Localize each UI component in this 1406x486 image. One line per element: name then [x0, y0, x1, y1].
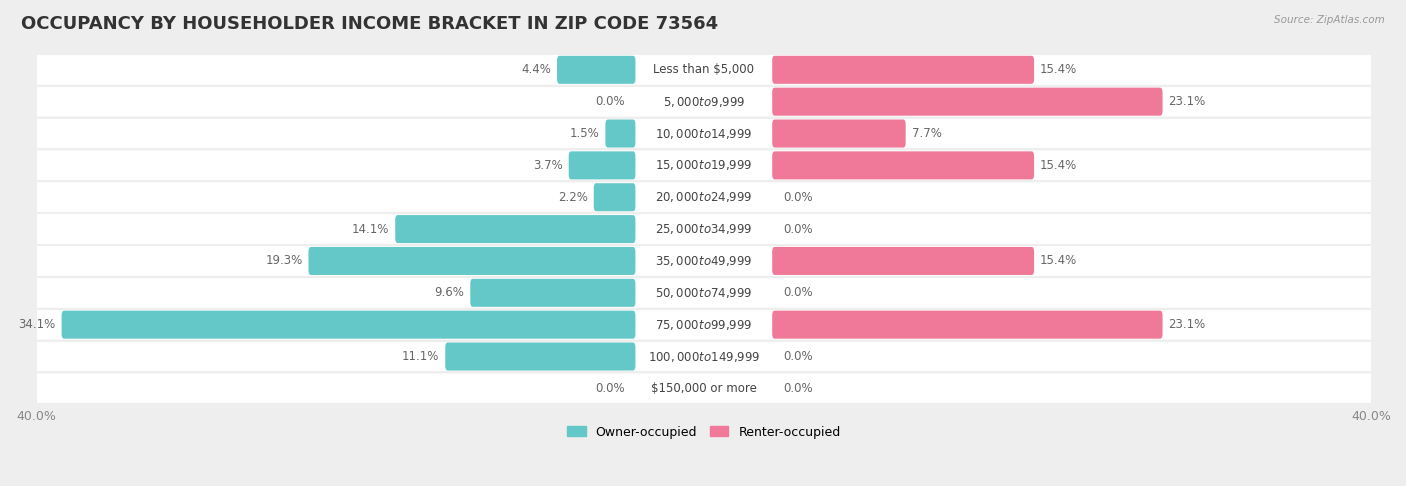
- Text: 4.4%: 4.4%: [522, 63, 551, 76]
- FancyBboxPatch shape: [37, 214, 1371, 244]
- FancyBboxPatch shape: [446, 343, 636, 370]
- FancyBboxPatch shape: [62, 311, 636, 339]
- FancyBboxPatch shape: [606, 120, 636, 148]
- Text: 0.0%: 0.0%: [783, 191, 813, 204]
- FancyBboxPatch shape: [593, 183, 636, 211]
- FancyBboxPatch shape: [470, 279, 636, 307]
- FancyBboxPatch shape: [37, 182, 1371, 212]
- FancyBboxPatch shape: [568, 151, 636, 179]
- Text: $5,000 to $9,999: $5,000 to $9,999: [662, 95, 745, 109]
- FancyBboxPatch shape: [772, 120, 905, 148]
- Text: $75,000 to $99,999: $75,000 to $99,999: [655, 318, 752, 331]
- Text: Less than $5,000: Less than $5,000: [654, 63, 755, 76]
- Text: $15,000 to $19,999: $15,000 to $19,999: [655, 158, 752, 173]
- Text: 1.5%: 1.5%: [569, 127, 599, 140]
- Text: 14.1%: 14.1%: [352, 223, 389, 236]
- FancyBboxPatch shape: [557, 56, 636, 84]
- FancyBboxPatch shape: [37, 87, 1371, 117]
- Text: $50,000 to $74,999: $50,000 to $74,999: [655, 286, 752, 300]
- Text: 15.4%: 15.4%: [1040, 63, 1077, 76]
- Text: $25,000 to $34,999: $25,000 to $34,999: [655, 222, 752, 236]
- Text: 0.0%: 0.0%: [595, 382, 624, 395]
- FancyBboxPatch shape: [772, 247, 1033, 275]
- Text: $150,000 or more: $150,000 or more: [651, 382, 756, 395]
- FancyBboxPatch shape: [308, 247, 636, 275]
- Text: $35,000 to $49,999: $35,000 to $49,999: [655, 254, 752, 268]
- Text: 15.4%: 15.4%: [1040, 159, 1077, 172]
- FancyBboxPatch shape: [772, 87, 1163, 116]
- Text: 0.0%: 0.0%: [783, 382, 813, 395]
- FancyBboxPatch shape: [395, 215, 636, 243]
- Text: 34.1%: 34.1%: [18, 318, 56, 331]
- Text: 11.1%: 11.1%: [402, 350, 440, 363]
- FancyBboxPatch shape: [37, 373, 1371, 403]
- FancyBboxPatch shape: [37, 246, 1371, 276]
- Text: 15.4%: 15.4%: [1040, 255, 1077, 267]
- Text: 7.7%: 7.7%: [911, 127, 942, 140]
- Text: OCCUPANCY BY HOUSEHOLDER INCOME BRACKET IN ZIP CODE 73564: OCCUPANCY BY HOUSEHOLDER INCOME BRACKET …: [21, 15, 718, 33]
- FancyBboxPatch shape: [37, 119, 1371, 149]
- Legend: Owner-occupied, Renter-occupied: Owner-occupied, Renter-occupied: [562, 420, 845, 444]
- FancyBboxPatch shape: [772, 151, 1033, 179]
- FancyBboxPatch shape: [37, 310, 1371, 340]
- Text: 19.3%: 19.3%: [266, 255, 302, 267]
- FancyBboxPatch shape: [772, 56, 1033, 84]
- Text: 2.2%: 2.2%: [558, 191, 588, 204]
- Text: 3.7%: 3.7%: [533, 159, 562, 172]
- Text: 9.6%: 9.6%: [434, 286, 464, 299]
- Text: Source: ZipAtlas.com: Source: ZipAtlas.com: [1274, 15, 1385, 25]
- Text: 23.1%: 23.1%: [1168, 318, 1205, 331]
- Text: 0.0%: 0.0%: [595, 95, 624, 108]
- Text: $100,000 to $149,999: $100,000 to $149,999: [648, 349, 761, 364]
- Text: 23.1%: 23.1%: [1168, 95, 1205, 108]
- FancyBboxPatch shape: [37, 150, 1371, 180]
- Text: 0.0%: 0.0%: [783, 286, 813, 299]
- Text: $20,000 to $24,999: $20,000 to $24,999: [655, 190, 752, 204]
- Text: $10,000 to $14,999: $10,000 to $14,999: [655, 126, 752, 140]
- FancyBboxPatch shape: [772, 311, 1163, 339]
- FancyBboxPatch shape: [37, 55, 1371, 85]
- Text: 0.0%: 0.0%: [783, 350, 813, 363]
- FancyBboxPatch shape: [37, 278, 1371, 308]
- Text: 0.0%: 0.0%: [783, 223, 813, 236]
- FancyBboxPatch shape: [37, 342, 1371, 371]
